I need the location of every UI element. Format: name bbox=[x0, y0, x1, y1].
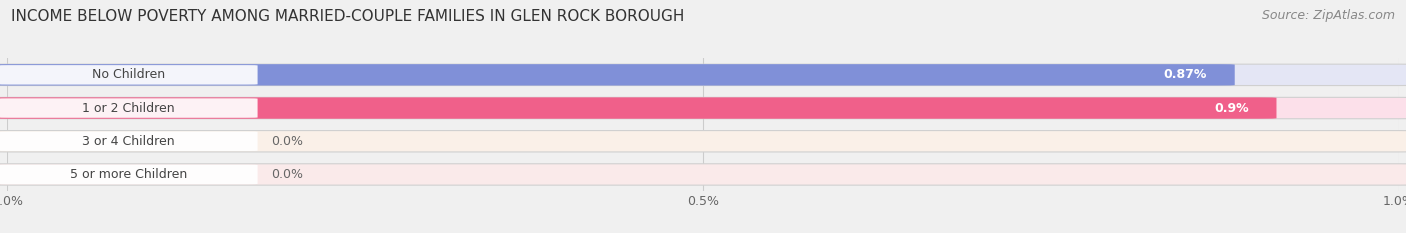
FancyBboxPatch shape bbox=[0, 64, 1234, 86]
Text: 0.0%: 0.0% bbox=[271, 168, 304, 181]
FancyBboxPatch shape bbox=[0, 164, 1406, 185]
Text: 0.87%: 0.87% bbox=[1164, 68, 1206, 81]
Text: 3 or 4 Children: 3 or 4 Children bbox=[82, 135, 174, 148]
FancyBboxPatch shape bbox=[0, 130, 1406, 152]
Text: 0.0%: 0.0% bbox=[271, 135, 304, 148]
Text: 0.9%: 0.9% bbox=[1213, 102, 1249, 115]
Text: INCOME BELOW POVERTY AMONG MARRIED-COUPLE FAMILIES IN GLEN ROCK BOROUGH: INCOME BELOW POVERTY AMONG MARRIED-COUPL… bbox=[11, 9, 685, 24]
FancyBboxPatch shape bbox=[0, 97, 1406, 119]
FancyBboxPatch shape bbox=[0, 97, 1277, 119]
FancyBboxPatch shape bbox=[0, 98, 257, 118]
FancyBboxPatch shape bbox=[0, 64, 1406, 86]
Text: 1 or 2 Children: 1 or 2 Children bbox=[82, 102, 174, 115]
FancyBboxPatch shape bbox=[0, 131, 257, 151]
FancyBboxPatch shape bbox=[0, 165, 257, 184]
Text: No Children: No Children bbox=[91, 68, 165, 81]
FancyBboxPatch shape bbox=[0, 65, 257, 85]
Text: Source: ZipAtlas.com: Source: ZipAtlas.com bbox=[1261, 9, 1395, 22]
Text: 5 or more Children: 5 or more Children bbox=[69, 168, 187, 181]
